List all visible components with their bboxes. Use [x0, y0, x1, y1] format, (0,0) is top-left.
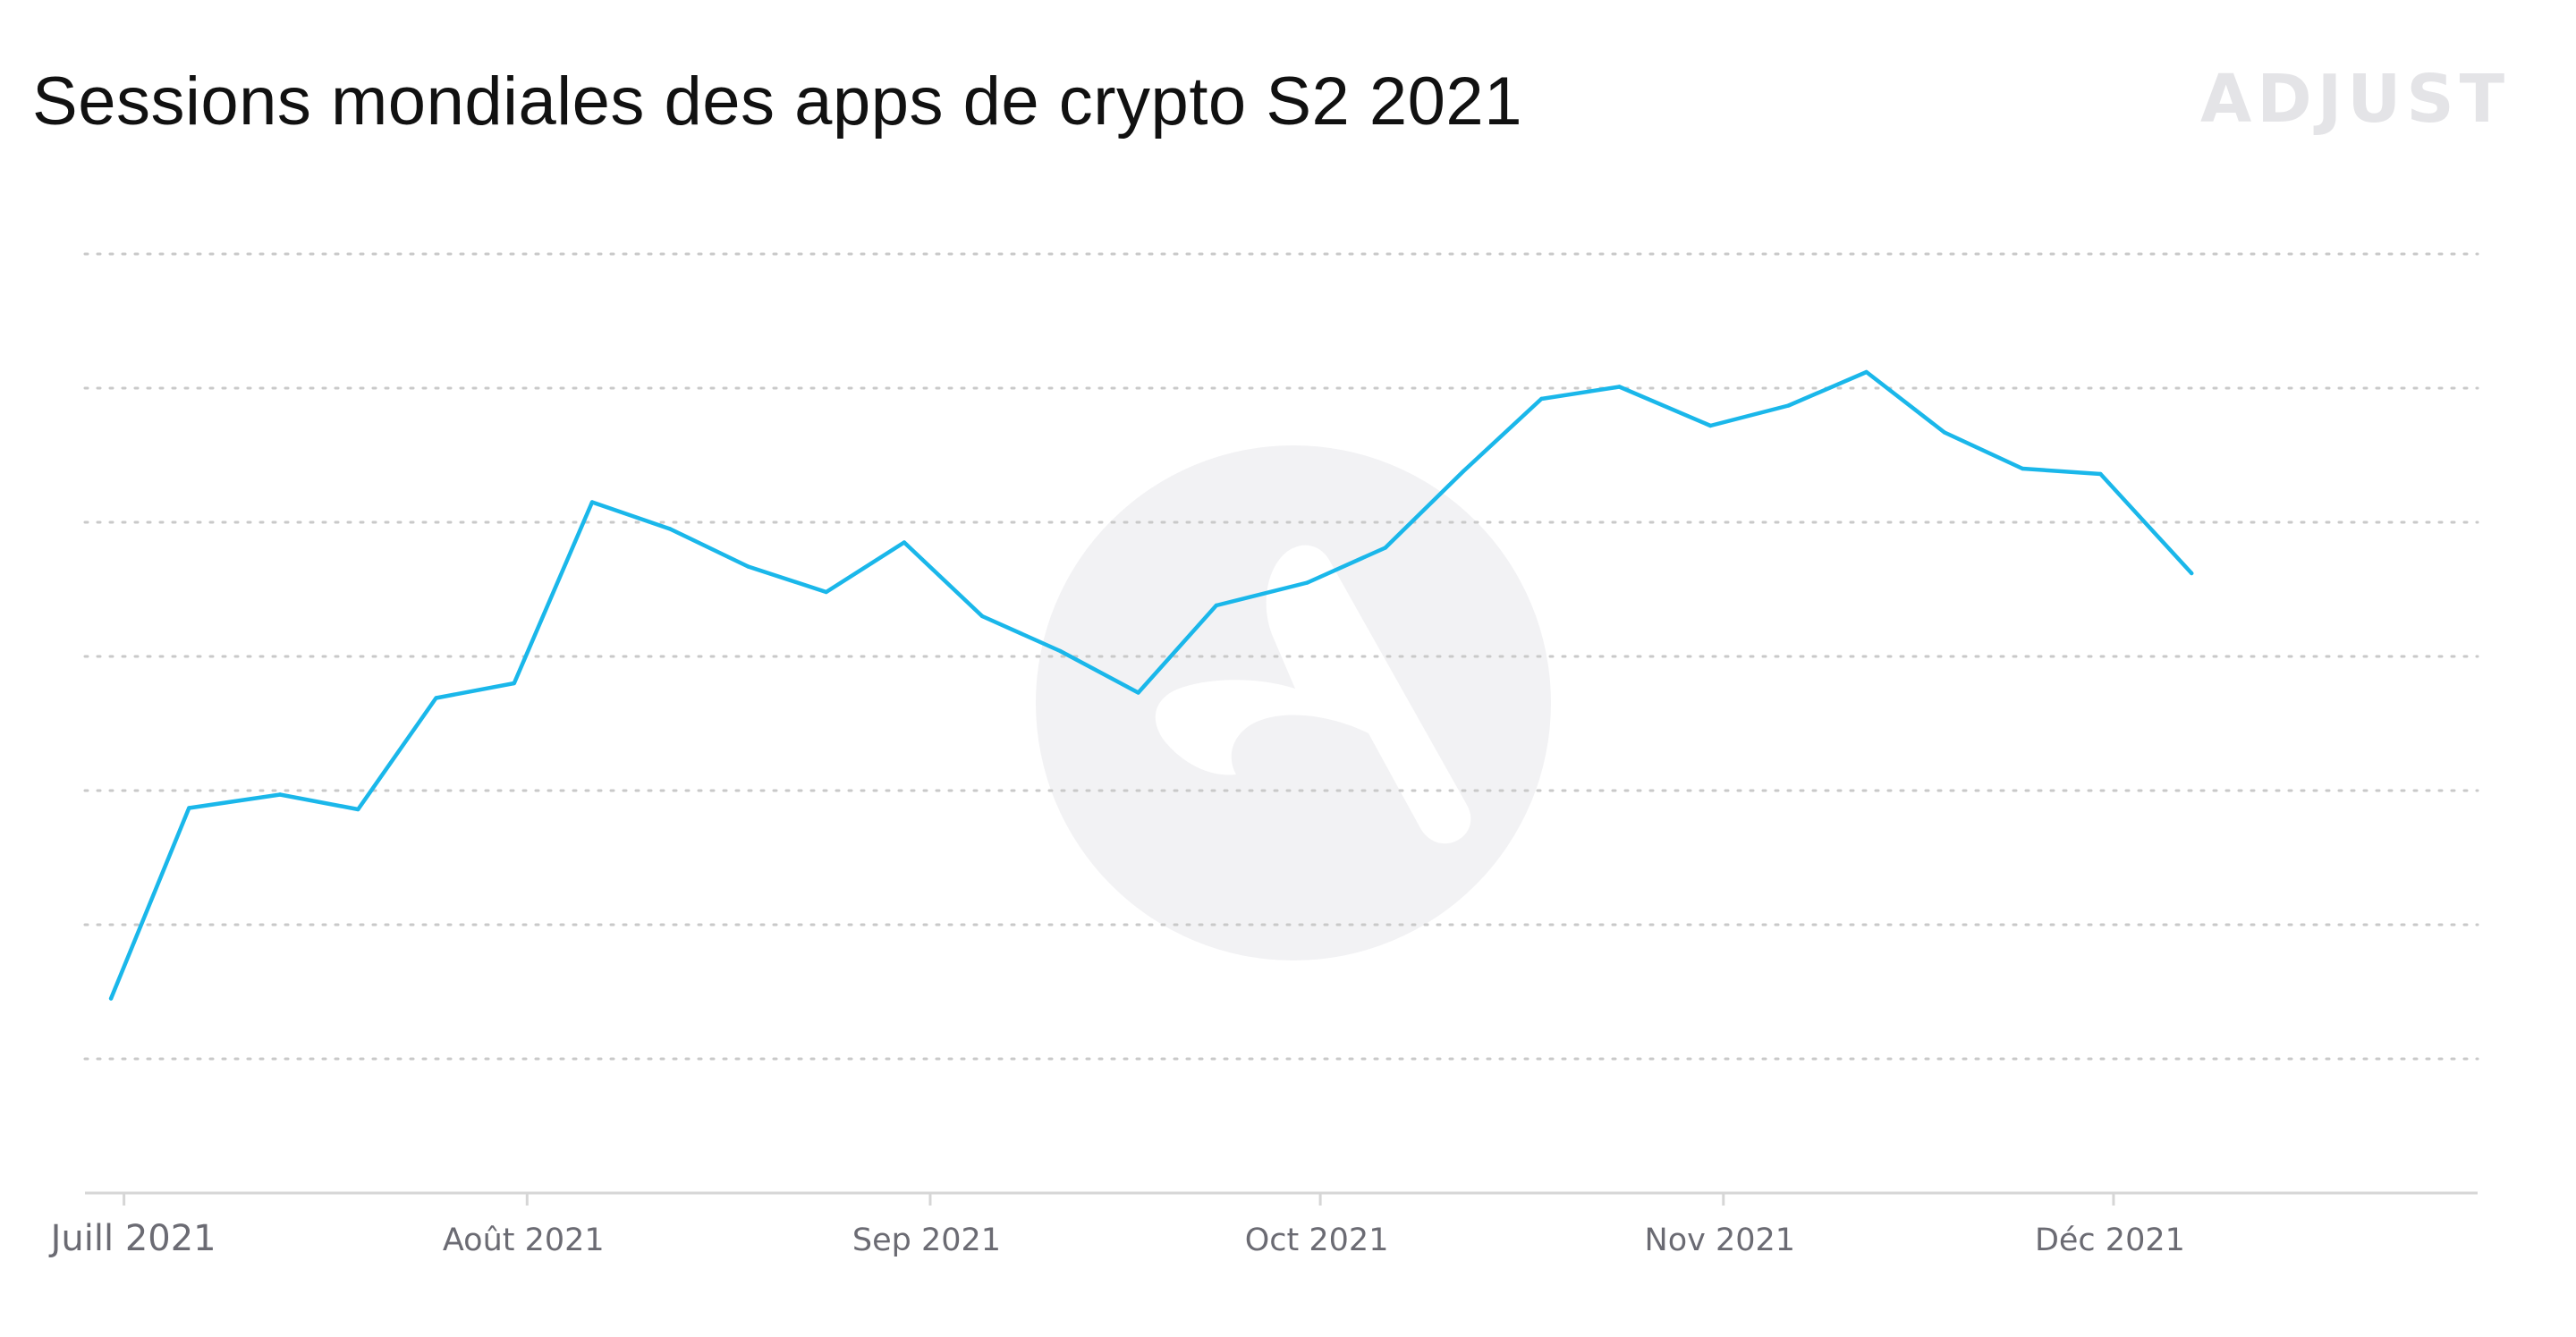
- gridlines: [83, 252, 2479, 1061]
- watermark-logo-icon: [1036, 445, 1551, 960]
- data-point: [108, 996, 114, 1001]
- data-point: [2189, 571, 2194, 576]
- data-point: [1617, 385, 1622, 389]
- data-point: [277, 792, 283, 797]
- data-point: [824, 589, 828, 595]
- data-point: [589, 500, 595, 504]
- data-point: [1461, 469, 1466, 474]
- data-point: [2020, 466, 2025, 471]
- x-tick-label: Sep 2021: [852, 1223, 1001, 1258]
- data-point: [746, 564, 750, 569]
- data-point: [1305, 580, 1309, 585]
- x-tick-label: Juill 2021: [48, 1218, 216, 1259]
- data-point: [1136, 690, 1140, 695]
- data-point: [356, 807, 360, 812]
- data-point: [187, 806, 191, 810]
- data-point: [979, 613, 985, 619]
- adjust-logo: ADJUST: [2200, 61, 2511, 138]
- data-point: [1942, 430, 1947, 435]
- data-point: [2098, 471, 2103, 477]
- x-tick-label: Août 2021: [443, 1223, 605, 1258]
- series-group: [108, 369, 2194, 1001]
- data-point: [1864, 369, 1868, 375]
- chart-title: Sessions mondiales des apps de crypto S2…: [32, 63, 1522, 140]
- x-axis-ticks: Juill 2021 Août 2021 Sep 2021 Oct 2021 Nov 2…: [48, 1193, 2185, 1259]
- x-tick-label: Nov 2021: [1645, 1223, 1796, 1258]
- data-point: [434, 696, 438, 700]
- data-point: [1058, 648, 1063, 654]
- data-point: [668, 527, 673, 531]
- x-tick-label: Oct 2021: [1245, 1223, 1389, 1258]
- data-point: [1383, 546, 1388, 550]
- data-point: [512, 681, 516, 686]
- data-point: [1214, 603, 1219, 608]
- data-point: [1539, 396, 1544, 402]
- data-point: [1786, 403, 1791, 408]
- data-point: [1708, 423, 1713, 428]
- x-tick-label: Déc 2021: [2035, 1223, 2185, 1258]
- data-point: [902, 540, 907, 545]
